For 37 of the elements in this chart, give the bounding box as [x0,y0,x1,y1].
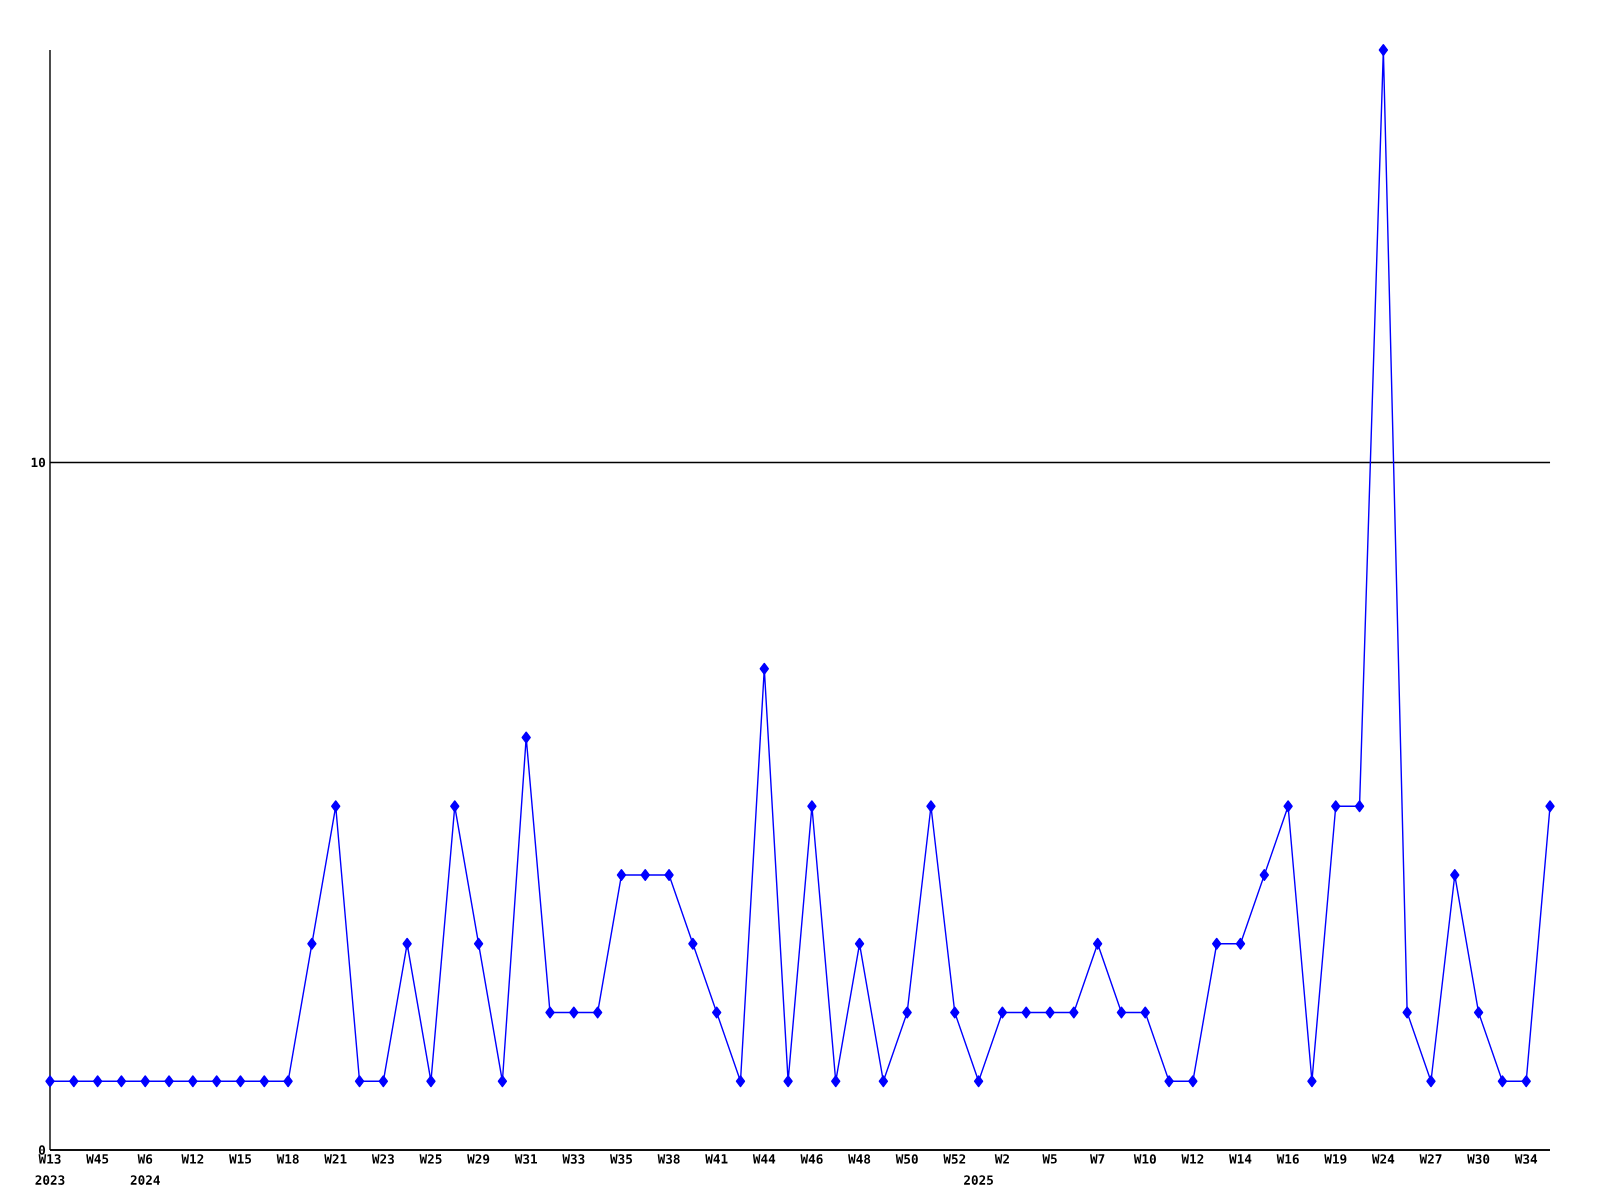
x-tick-label: W50 [895,1154,918,1164]
x-tick-label: W46 [800,1154,823,1164]
x-tick-label: W45 [86,1154,109,1164]
x-tick-label: W35 [610,1154,633,1164]
x-tick-label: W7 [1090,1154,1105,1164]
x-tick-label: W33 [562,1154,585,1164]
x-tick-label: W15 [229,1154,252,1164]
x-tick-label: W30 [1467,1154,1490,1164]
x-tick-label: W19 [1324,1154,1347,1164]
x-tick-label: W52 [943,1154,966,1164]
x-tick-label: W25 [419,1154,442,1164]
x-tick-label: W2 [994,1154,1009,1164]
x-tick-label: W13 [38,1154,61,1164]
x-tick-label: W48 [848,1154,871,1164]
x-tick-label: W29 [467,1154,490,1164]
x-tick-label: W6 [137,1154,153,1164]
x-tick-label: W41 [705,1154,728,1164]
x-tick-label: W16 [1276,1154,1299,1164]
text: 2024 [130,1175,160,1185]
y-tick-label: 0 [38,1145,46,1155]
x-tick-label: W34 [1514,1154,1538,1164]
x-tick-label: W23 [371,1154,394,1164]
text: 2025 [964,1175,993,1185]
x-tick-label: W10 [1133,1154,1156,1164]
x-tick-label: W14 [1229,1154,1252,1164]
x-tick-label: W24 [1371,1154,1395,1164]
x-tick-label: W5 [1042,1154,1057,1164]
x-tick-label: W38 [657,1154,680,1164]
y-tick-label: 10 [31,457,46,468]
x-tick-label: W44 [752,1154,776,1164]
x-tick-label: W31 [514,1154,537,1164]
x-tick-label: W12 [181,1154,204,1164]
x-tick-label: W18 [276,1154,299,1164]
x-tick-label: W12 [1181,1154,1204,1164]
text: 2023 [35,1175,65,1185]
x-tick-label: W21 [324,1154,347,1164]
x-tick-label: W27 [1419,1154,1442,1164]
